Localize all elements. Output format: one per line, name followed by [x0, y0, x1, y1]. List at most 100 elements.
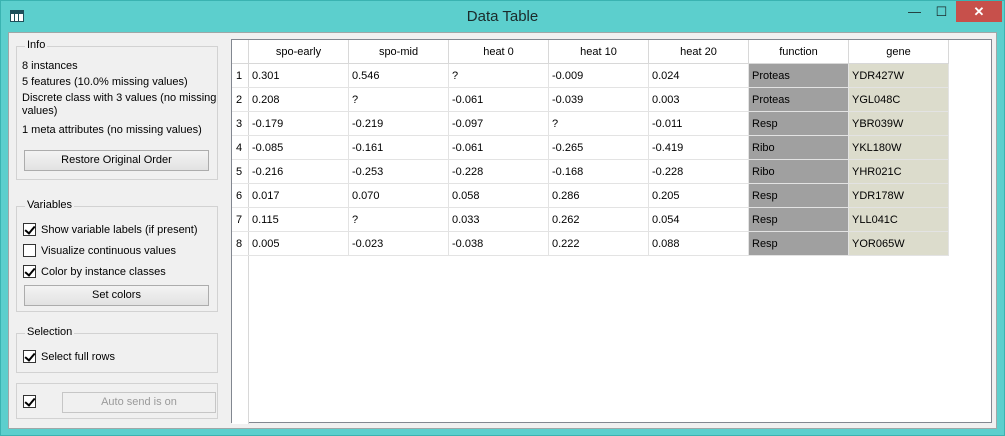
- table-cell[interactable]: -0.219: [349, 112, 449, 136]
- auto-send-button[interactable]: Auto send is on: [62, 392, 216, 413]
- selection-groupbox: [16, 333, 218, 373]
- restore-original-order-button[interactable]: Restore Original Order: [24, 150, 209, 171]
- title-bar[interactable]: Data Table — ☐ ✕: [1, 1, 1004, 32]
- info-instances: 8 instances: [22, 60, 78, 72]
- checkbox-box[interactable]: [23, 223, 36, 236]
- table-cell[interactable]: Ribo: [749, 136, 849, 160]
- column-header[interactable]: heat 20: [649, 40, 749, 64]
- info-class-cont: values): [22, 105, 58, 117]
- column-header[interactable]: heat 10: [549, 40, 649, 64]
- set-colors-button[interactable]: Set colors: [24, 285, 209, 306]
- table-cell[interactable]: ?: [549, 112, 649, 136]
- table-icon: [10, 10, 24, 22]
- table-cell[interactable]: Resp: [749, 112, 849, 136]
- row-number[interactable]: 6: [232, 184, 249, 208]
- table-cell[interactable]: Proteas: [749, 64, 849, 88]
- checkbox-box[interactable]: [23, 244, 36, 257]
- variables-section: Variables Show variable labels (if prese…: [16, 199, 218, 313]
- info-class: Discrete class with 3 values (no missing: [22, 92, 217, 104]
- table-cell[interactable]: -0.061: [449, 136, 549, 160]
- window-title: Data Table: [466, 8, 539, 25]
- table-cell[interactable]: 0.262: [549, 208, 649, 232]
- table-cell[interactable]: Resp: [749, 208, 849, 232]
- column-header[interactable]: spo-early: [249, 40, 349, 64]
- table-cell[interactable]: -0.228: [449, 160, 549, 184]
- table-cell[interactable]: -0.161: [349, 136, 449, 160]
- variables-title: Variables: [25, 199, 75, 211]
- table-cell[interactable]: ?: [449, 64, 549, 88]
- table-cell[interactable]: YBR039W: [849, 112, 949, 136]
- table-cell[interactable]: -0.085: [249, 136, 349, 160]
- table-cell[interactable]: 0.205: [649, 184, 749, 208]
- info-features: 5 features (10.0% missing values): [22, 76, 188, 88]
- table-cell[interactable]: Resp: [749, 232, 849, 256]
- table-cell[interactable]: -0.038: [449, 232, 549, 256]
- table-cell[interactable]: -0.039: [549, 88, 649, 112]
- table-cell[interactable]: -0.216: [249, 160, 349, 184]
- table-cell[interactable]: 0.005: [249, 232, 349, 256]
- checkbox-label: Show variable labels (if present): [41, 224, 198, 236]
- table-cell[interactable]: -0.061: [449, 88, 549, 112]
- table-cell[interactable]: 0.054: [649, 208, 749, 232]
- minimize-button[interactable]: —: [908, 4, 921, 19]
- checkbox-box[interactable]: [23, 265, 36, 278]
- window-client-area: Info 8 instances 5 features (10.0% missi…: [8, 32, 997, 429]
- table-cell[interactable]: 0.070: [349, 184, 449, 208]
- table-cell[interactable]: YLL041C: [849, 208, 949, 232]
- row-number[interactable]: 4: [232, 136, 249, 160]
- row-number[interactable]: 2: [232, 88, 249, 112]
- row-number[interactable]: 8: [232, 232, 249, 256]
- table-cell[interactable]: 0.546: [349, 64, 449, 88]
- table-cell[interactable]: 0.208: [249, 88, 349, 112]
- maximize-button[interactable]: ☐: [935, 4, 948, 19]
- table-cell[interactable]: YDR427W: [849, 64, 949, 88]
- table-cell[interactable]: 0.033: [449, 208, 549, 232]
- table-cell[interactable]: 0.017: [249, 184, 349, 208]
- table-cell[interactable]: 0.115: [249, 208, 349, 232]
- checkbox-label: Color by instance classes: [41, 266, 166, 278]
- selection-title: Selection: [25, 326, 75, 338]
- table-corner[interactable]: [232, 40, 249, 64]
- table-cell[interactable]: YGL048C: [849, 88, 949, 112]
- table-cell[interactable]: -0.265: [549, 136, 649, 160]
- checkbox-box[interactable]: [23, 350, 36, 363]
- table-cell[interactable]: 0.286: [549, 184, 649, 208]
- table-cell[interactable]: -0.011: [649, 112, 749, 136]
- table-cell[interactable]: 0.301: [249, 64, 349, 88]
- column-header[interactable]: heat 0: [449, 40, 549, 64]
- table-cell[interactable]: -0.179: [249, 112, 349, 136]
- table-cell[interactable]: -0.419: [649, 136, 749, 160]
- column-header[interactable]: function: [749, 40, 849, 64]
- table-cell[interactable]: 0.024: [649, 64, 749, 88]
- table-cell[interactable]: YHR021C: [849, 160, 949, 184]
- row-header-strip: [232, 64, 249, 424]
- column-header[interactable]: spo-mid: [349, 40, 449, 64]
- column-header[interactable]: gene: [849, 40, 949, 64]
- selection-section: Selection Select full rows: [16, 326, 218, 374]
- table-cell[interactable]: 0.058: [449, 184, 549, 208]
- table-cell[interactable]: -0.253: [349, 160, 449, 184]
- row-number[interactable]: 7: [232, 208, 249, 232]
- table-cell[interactable]: -0.168: [549, 160, 649, 184]
- checkbox-box[interactable]: [23, 395, 36, 408]
- table-cell[interactable]: 0.222: [549, 232, 649, 256]
- row-number[interactable]: 5: [232, 160, 249, 184]
- table-cell[interactable]: ?: [349, 88, 449, 112]
- data-table[interactable]: spo-early spo-mid heat 0 heat 10 heat 20 func…: [231, 39, 992, 424]
- table-cell[interactable]: -0.228: [649, 160, 749, 184]
- table-cell[interactable]: ?: [349, 208, 449, 232]
- row-number[interactable]: 3: [232, 112, 249, 136]
- table-cell[interactable]: -0.097: [449, 112, 549, 136]
- table-cell[interactable]: 0.088: [649, 232, 749, 256]
- table-cell[interactable]: -0.023: [349, 232, 449, 256]
- table-cell[interactable]: -0.009: [549, 64, 649, 88]
- table-cell[interactable]: YKL180W: [849, 136, 949, 160]
- row-number[interactable]: 1: [232, 64, 249, 88]
- table-cell[interactable]: Proteas: [749, 88, 849, 112]
- table-cell[interactable]: YOR065W: [849, 232, 949, 256]
- table-cell[interactable]: Ribo: [749, 160, 849, 184]
- table-cell[interactable]: YDR178W: [849, 184, 949, 208]
- table-cell[interactable]: Resp: [749, 184, 849, 208]
- close-button[interactable]: ✕: [956, 1, 1002, 22]
- table-cell[interactable]: 0.003: [649, 88, 749, 112]
